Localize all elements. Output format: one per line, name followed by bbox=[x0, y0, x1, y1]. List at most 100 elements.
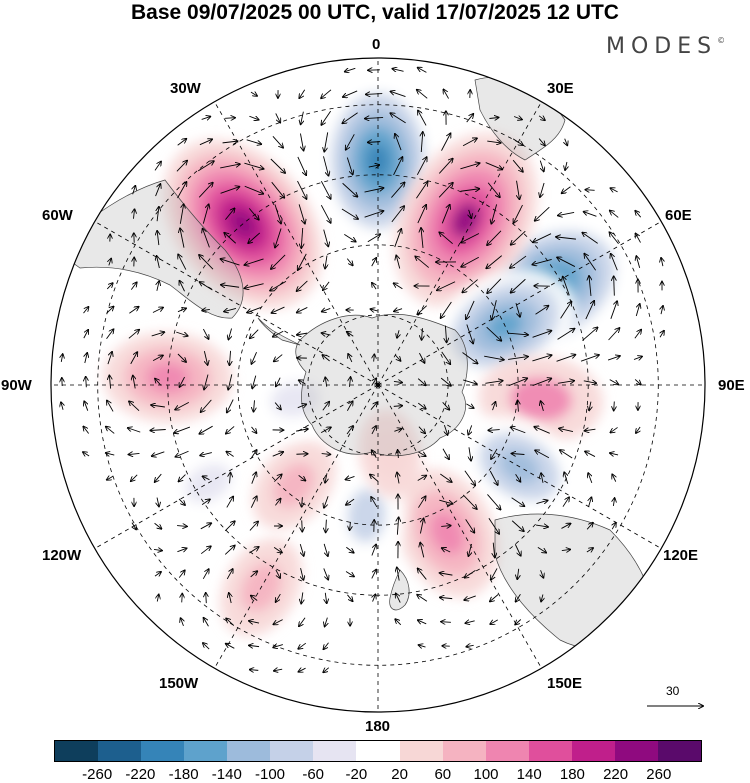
wind-vector bbox=[302, 520, 303, 531]
wind-vector bbox=[468, 425, 471, 434]
wind-vector bbox=[157, 594, 158, 602]
colorbar-tick-label: 60 bbox=[434, 766, 452, 783]
wind-vector bbox=[469, 447, 471, 460]
wind-vector bbox=[610, 301, 617, 319]
wind-vector bbox=[563, 277, 570, 296]
colorbar-swatch bbox=[270, 741, 314, 761]
wind-vector bbox=[610, 453, 619, 455]
wind-vector bbox=[444, 424, 447, 435]
wind-vector bbox=[636, 256, 639, 268]
brand-name: MODES bbox=[606, 34, 718, 59]
wind-vector bbox=[182, 594, 183, 603]
wind-vector bbox=[584, 254, 597, 271]
wind-vector bbox=[418, 496, 425, 508]
wind-vector bbox=[350, 521, 351, 530]
wind-vector bbox=[491, 448, 498, 459]
wind-vector bbox=[177, 139, 187, 146]
wind-vector bbox=[345, 68, 356, 71]
wind-vector bbox=[251, 351, 257, 364]
wind-vector bbox=[371, 309, 378, 311]
wind-vector bbox=[323, 281, 330, 290]
wind-vector bbox=[299, 617, 306, 626]
wind-vector bbox=[246, 139, 262, 144]
colorbar bbox=[54, 740, 702, 762]
wind-vector bbox=[421, 132, 422, 153]
wind-vector bbox=[181, 618, 184, 627]
wind-vector bbox=[635, 233, 641, 243]
wind-vector bbox=[275, 499, 280, 506]
wind-vector bbox=[154, 162, 161, 171]
wind-vector bbox=[323, 668, 330, 673]
wind-vector bbox=[322, 355, 330, 362]
wind-vector bbox=[301, 111, 304, 125]
wind-vector bbox=[324, 132, 329, 151]
wind-vector bbox=[585, 190, 595, 191]
wind-vector bbox=[397, 330, 399, 338]
wind-vector bbox=[634, 330, 641, 339]
wind-vector bbox=[538, 116, 545, 120]
colorbar-tick-label: -100 bbox=[254, 766, 286, 783]
wind-vector bbox=[419, 645, 426, 647]
wind-vector bbox=[441, 133, 450, 151]
wind-vector bbox=[422, 328, 423, 340]
wind-vector bbox=[541, 401, 544, 411]
wind-vector bbox=[274, 402, 281, 410]
wind-vector bbox=[540, 182, 545, 197]
wind-vector bbox=[532, 331, 552, 338]
wind-vector bbox=[439, 232, 453, 245]
wind-vector bbox=[589, 401, 591, 411]
wind-vector bbox=[562, 186, 571, 193]
new-zealand-landmass bbox=[389, 569, 410, 611]
wind-vector bbox=[417, 402, 425, 409]
anomaly-high-12 bbox=[252, 441, 336, 530]
wind-vector bbox=[367, 234, 380, 243]
colorbar-swatch bbox=[98, 741, 142, 761]
latitude-circle bbox=[237, 244, 519, 526]
wind-vector bbox=[177, 526, 187, 527]
wind-vector bbox=[180, 228, 185, 248]
wind-vector bbox=[301, 592, 303, 603]
wind-vector bbox=[226, 569, 232, 580]
colorbar-tick-label: 20 bbox=[391, 766, 408, 783]
wind-vector bbox=[538, 138, 545, 146]
wind-vector bbox=[224, 521, 235, 532]
wind-vector bbox=[612, 474, 616, 482]
wind-vector bbox=[199, 425, 213, 434]
wind-vector bbox=[325, 592, 326, 603]
wind-vector bbox=[297, 333, 308, 335]
lon-label-120e: 120E bbox=[663, 547, 699, 564]
wind-vector bbox=[585, 301, 594, 320]
anomaly-low-13 bbox=[245, 364, 345, 435]
wind-vector bbox=[397, 517, 398, 535]
wind-vector bbox=[202, 569, 208, 580]
wind-vector bbox=[417, 595, 428, 602]
wind-vector bbox=[393, 381, 402, 382]
wind-vector bbox=[206, 593, 207, 604]
wind-vector bbox=[418, 620, 427, 624]
wind-vector bbox=[203, 229, 210, 248]
wind-vector bbox=[485, 162, 503, 170]
wind-vector bbox=[107, 401, 114, 412]
wind-vector bbox=[178, 254, 187, 270]
wind-vector bbox=[441, 622, 451, 623]
wind-vector bbox=[586, 548, 593, 552]
wind-vector bbox=[635, 211, 642, 218]
wind-vector bbox=[465, 519, 475, 532]
wind-vector bbox=[613, 498, 614, 506]
wind-vector bbox=[224, 233, 237, 244]
wind-vector bbox=[157, 281, 159, 291]
wind-vector bbox=[320, 427, 331, 434]
wind-vector bbox=[301, 227, 302, 248]
anomaly-field bbox=[103, 75, 633, 637]
wind-vector bbox=[272, 135, 283, 147]
colorbar-swatch bbox=[657, 741, 701, 761]
wind-vector bbox=[460, 163, 479, 170]
wind-vector bbox=[133, 209, 134, 219]
colorbar-tick-label: -20 bbox=[345, 766, 368, 783]
wind-vector bbox=[250, 329, 259, 339]
wind-vector bbox=[349, 377, 350, 387]
wind-vector bbox=[273, 330, 284, 336]
wind-vector bbox=[535, 450, 550, 459]
wind-vector bbox=[485, 381, 502, 384]
